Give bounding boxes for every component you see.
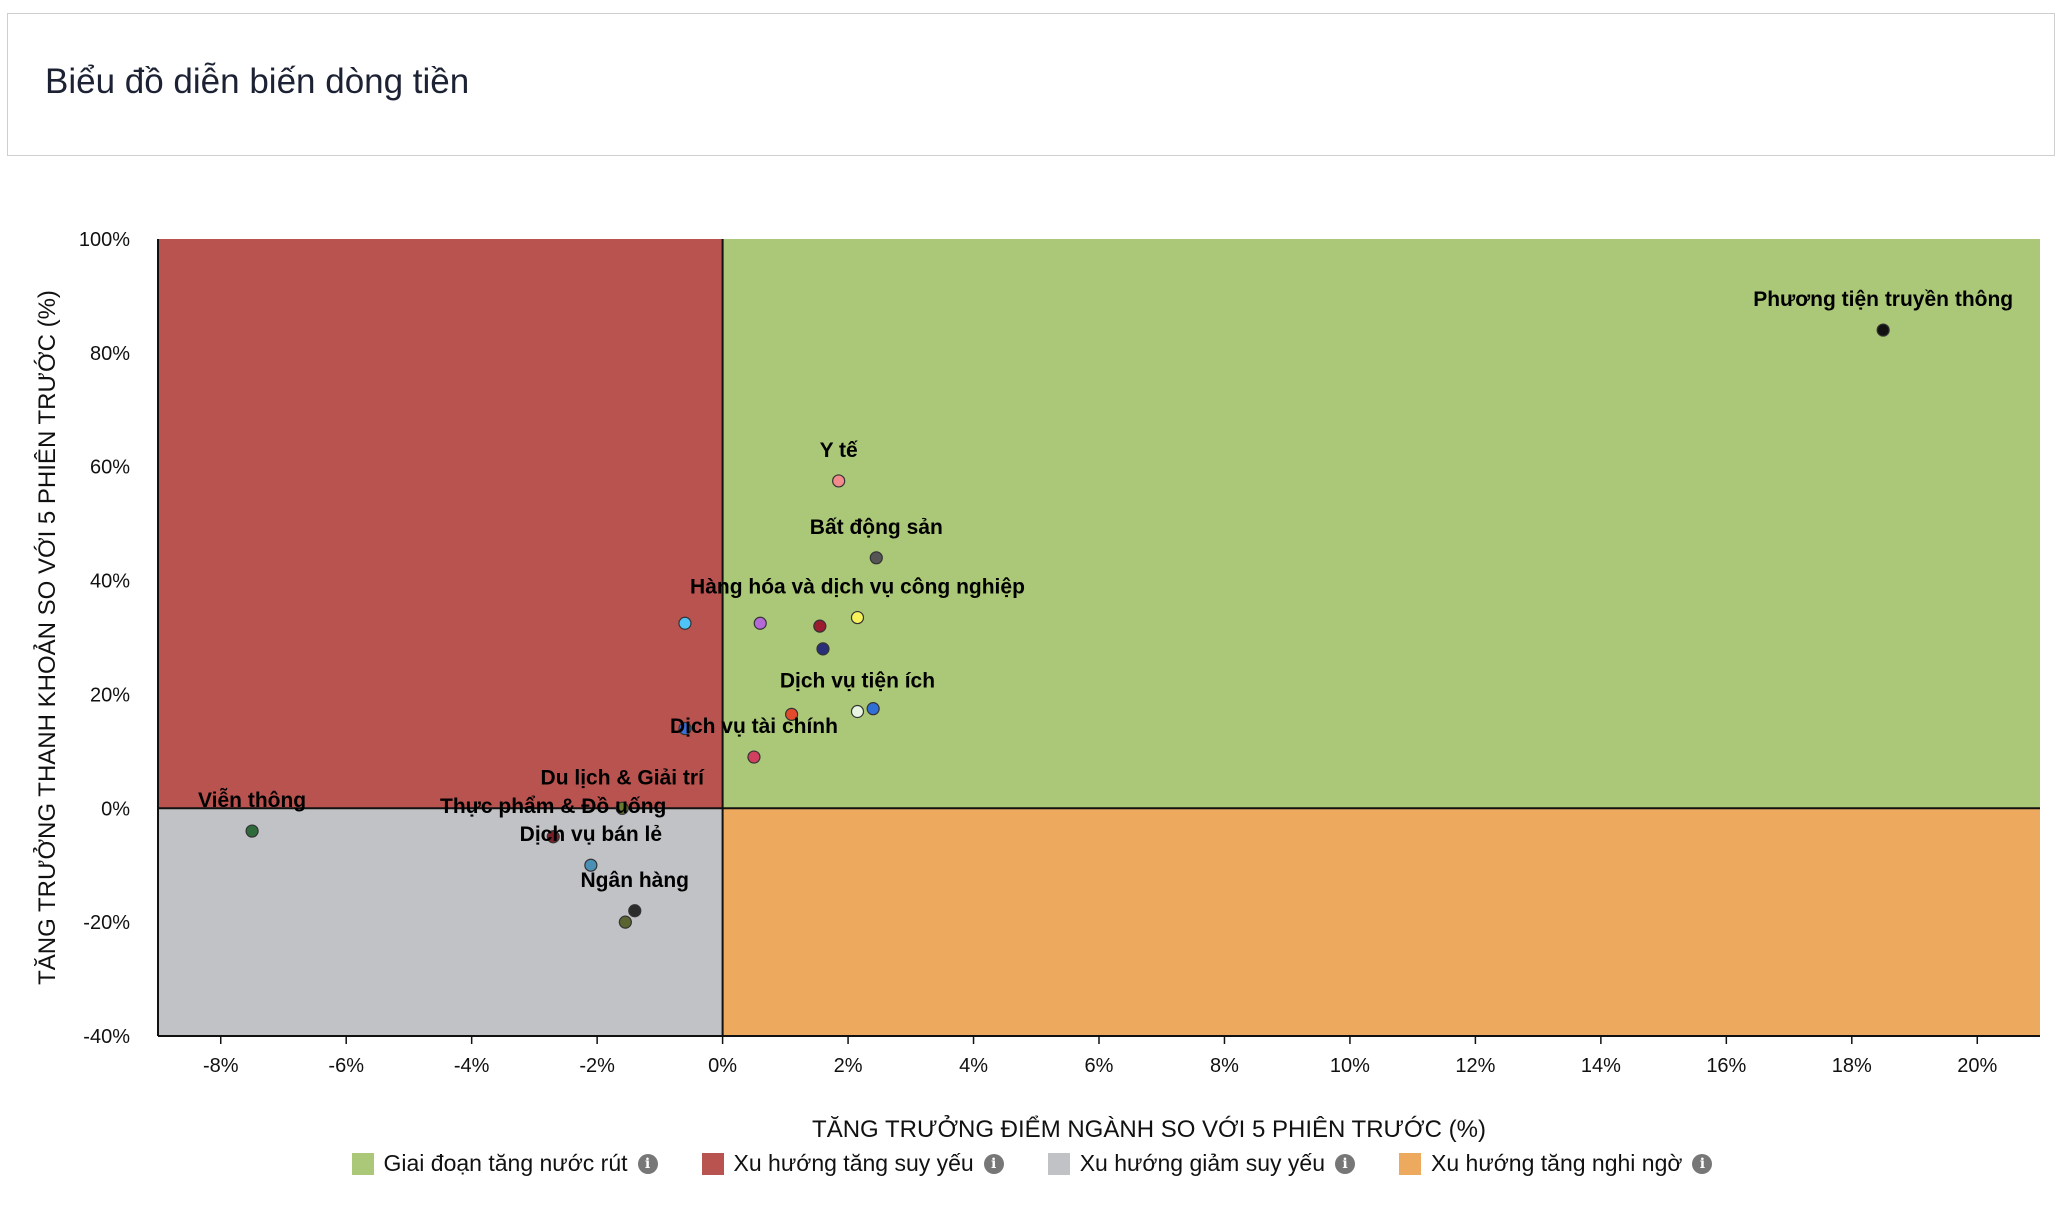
title-card: Biểu đồ diễn biến dòng tiền [7,13,2055,156]
y-tick-label: 80% [90,343,130,365]
y-tick-label: 0% [101,798,130,820]
data-point [816,642,830,656]
cash-flow-scatter-chart: 100% 80% 60% 40% 20% 0% -20% -40% -8% -6% -4% -2% 0%… [32,229,2040,1143]
quadrant-0 [722,239,2040,809]
y-tick-label: -20% [83,912,130,934]
legend-swatch-2 [1047,1152,1070,1175]
x-tick-label: 12% [1455,1055,1495,1077]
data-label: Dịch vụ tiện ích [780,670,935,693]
x-tick-label: 16% [1706,1055,1746,1077]
x-tick-label: 4% [959,1055,988,1077]
data-label: Dịch vụ bán lẻ [520,823,662,846]
data-point [615,801,629,815]
data-point [618,915,632,929]
legend-label-2: Xu hướng giảm suy yếu [1079,1150,1325,1176]
legend-item-3[interactable]: Xu hướng tăng nghi ngờ i [1399,1150,1713,1177]
info-icon[interactable]: i [1692,1153,1713,1174]
legend-item-0[interactable]: Giai đoạn tăng nước rút i [351,1150,658,1177]
data-point [850,704,865,719]
legend-swatch-0 [351,1152,374,1175]
data-point [785,707,799,721]
x-tick-label: 14% [1581,1055,1621,1077]
data-point [584,858,598,872]
info-icon[interactable]: i [637,1153,658,1174]
legend-item-2[interactable]: Xu hướng giảm suy yếu i [1047,1150,1355,1177]
legend-label-3: Xu hướng tăng nghi ngờ [1431,1150,1683,1176]
data-point [866,702,880,716]
legend: Giai đoạn tăng nước rút i Xu hướng tăng … [0,1150,2064,1177]
y-tick-label: 100% [79,229,130,251]
data-label: Bất động sản [810,516,943,539]
data-label: Du lịch & Giải trí [541,766,706,789]
quadrant-1 [158,239,723,809]
x-tick-label: -8% [203,1055,239,1077]
y-axis-label: TĂNG TRƯỞNG THANH KHOẢN SO VỚI 5 PHIÊN T… [32,290,61,985]
x-axis-label: TĂNG TRƯỞNG ĐIỂM NGÀNH SO VỚI 5 PHIÊN TR… [812,1114,1486,1143]
y-tick-label: 20% [90,684,130,706]
data-point [1876,323,1890,337]
data-label: Hàng hóa và dịch vụ công nghiệp [690,576,1025,599]
data-label: Ngân hàng [581,869,690,892]
y-tick-label: -40% [83,1026,130,1048]
x-tick-label: 20% [1957,1055,1997,1077]
data-label: Thực phẩm & Đồ uống [440,795,666,818]
data-label: Y tế [820,439,858,462]
x-tick-label: 18% [1832,1055,1872,1077]
x-tick-label: 0% [708,1055,737,1077]
legend-swatch-3 [1399,1152,1421,1175]
x-tick-label: 8% [1210,1055,1239,1077]
data-label: Phương tiện truyền thông [1753,288,2013,311]
data-point [869,551,883,565]
legend-label-0: Giai đoạn tăng nước rút [383,1150,628,1176]
info-icon[interactable]: i [983,1153,1004,1174]
x-tick-label: 10% [1330,1055,1370,1077]
x-tick-label: -4% [454,1055,490,1077]
data-point [678,721,692,736]
x-tick-label: 2% [834,1055,863,1077]
data-point [813,619,827,633]
data-point [832,474,846,488]
page-title: Biểu đồ diễn biến dòng tiền [45,62,470,101]
legend-label-1: Xu hướng tăng suy yếu [733,1150,974,1176]
data-point [245,824,259,838]
data-point [628,904,642,918]
data-point [753,616,767,630]
x-tick-label: 6% [1085,1055,1114,1077]
data-point [546,830,560,844]
x-tick-label: -6% [328,1055,364,1077]
legend-swatch-1 [701,1152,724,1175]
data-label: Viễn thông [198,788,306,812]
data-point [678,616,692,630]
data-point [850,610,865,625]
y-tick-label: 60% [90,457,130,479]
info-icon[interactable]: i [1335,1153,1355,1174]
y-tick-label: 40% [90,571,130,593]
quadrant-3 [722,808,2040,1036]
data-label: Dịch vụ tài chính [670,715,838,738]
x-tick-label: -2% [579,1055,615,1077]
data-point [747,750,761,764]
legend-item-1[interactable]: Xu hướng tăng suy yếu i [701,1150,1004,1177]
